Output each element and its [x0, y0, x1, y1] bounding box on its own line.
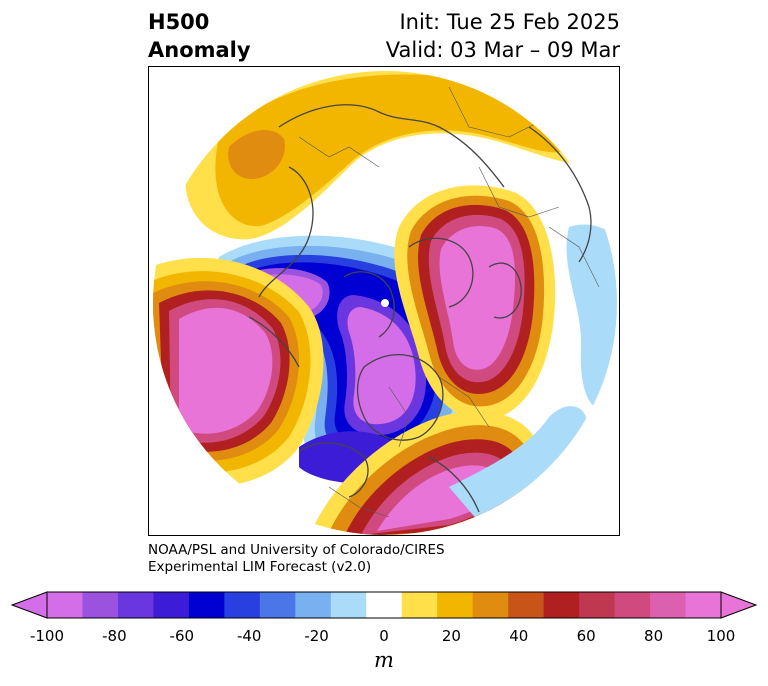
colorbar-unit: m	[374, 648, 394, 672]
colorbar-bin	[295, 592, 332, 618]
colorbar	[10, 588, 758, 626]
colorbar-bin	[47, 592, 83, 618]
map-svg	[153, 71, 617, 535]
colorbar-tick-label: 40	[509, 627, 529, 645]
colorbar-bin	[579, 592, 616, 618]
colorbar-bin	[82, 592, 119, 618]
colorbar-bin	[224, 592, 261, 618]
colorbar-tick-label: 80	[644, 627, 664, 645]
credit-line-2: Experimental LIM Forecast (v2.0)	[148, 559, 372, 575]
colorbar-tick-label: 60	[576, 627, 596, 645]
colorbar-tick-label: -80	[102, 627, 127, 645]
colorbar-bin	[472, 592, 509, 618]
colorbar-bin	[543, 592, 580, 618]
coastlines	[248, 104, 592, 513]
credit-line-1: NOAA/PSL and University of Colorado/CIRE…	[148, 542, 445, 558]
colorbar-extend-low	[10, 591, 48, 619]
colorbar-bin	[437, 592, 474, 618]
variable-title: H500	[148, 10, 210, 34]
init-date: Init: Tue 25 Feb 2025	[399, 10, 620, 34]
positive-anomaly-western-eurasia	[185, 71, 599, 240]
colorbar-svg	[10, 591, 758, 619]
colorbar-bin	[259, 592, 296, 618]
colorbar-tick-label: -60	[169, 627, 195, 645]
colorbar-tick-label: 20	[441, 627, 461, 645]
colorbar-tick-label: -40	[236, 627, 262, 645]
colorbar-bin	[401, 592, 438, 618]
country-borders	[298, 86, 600, 518]
credit-text: NOAA/PSL and University of Colorado/CIRE…	[148, 542, 445, 576]
anomaly-map	[148, 66, 620, 536]
valid-range: Valid: 03 Mar – 09 Mar	[385, 38, 620, 62]
colorbar-bin	[650, 592, 687, 618]
colorbar-bin	[508, 592, 545, 618]
colorbar-tick-label: 0	[379, 627, 389, 645]
colorbar-bin	[330, 592, 367, 618]
colorbar-bin	[188, 592, 225, 618]
positive-anomaly-northern-europe	[394, 185, 556, 420]
colorbar-bin	[153, 592, 190, 618]
title-block-right: Init: Tue 25 Feb 2025 Valid: 03 Mar – 09…	[386, 8, 620, 64]
pole-marker	[381, 299, 389, 307]
anomaly-title: Anomaly	[148, 38, 251, 62]
colorbar-bin	[685, 592, 722, 618]
colorbar-tick-label: -20	[304, 627, 329, 645]
colorbar-bin	[117, 592, 154, 618]
colorbar-tick-label: -100	[29, 627, 65, 645]
colorbar-extend-high	[720, 591, 758, 619]
colorbar-bin	[614, 592, 651, 618]
colorbar-tick-label: 100	[706, 627, 736, 645]
colorbar-bin	[366, 592, 403, 618]
title-block-left: H500 Anomaly	[148, 8, 251, 64]
colorbar-frame	[46, 591, 722, 619]
